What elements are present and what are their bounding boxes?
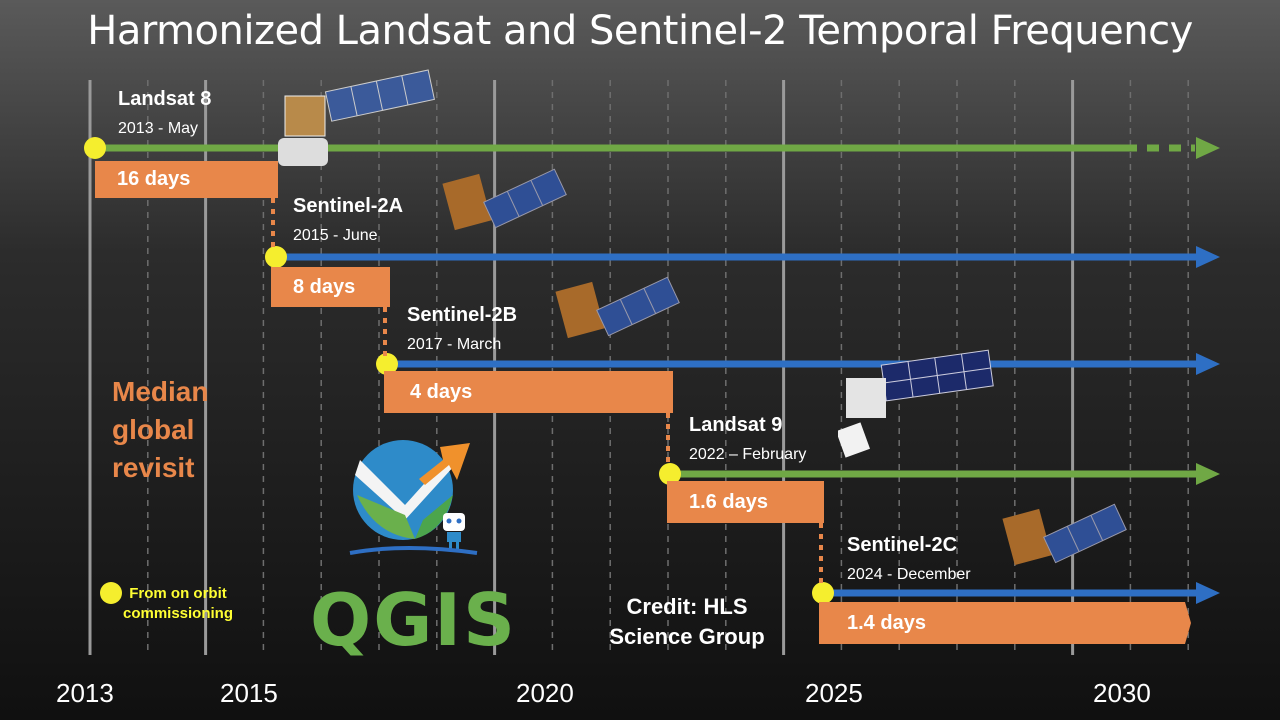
revisit-bar-landsat9: 1.6 days xyxy=(667,481,824,523)
median-label-line2: global xyxy=(112,414,195,445)
revisit-bar-landsat8: 16 days xyxy=(95,161,278,198)
timeline-landsat8-arrow xyxy=(1196,137,1220,159)
legend-line2: commissioning xyxy=(122,605,234,622)
revisit-bar-sentinel2b: 4 days xyxy=(384,371,673,413)
timeline-sentinel2a-start-dot xyxy=(265,246,287,268)
year-label-2013: 2013 xyxy=(56,678,114,708)
revisit-bar-sentinel2c: 1.4 days xyxy=(819,602,1191,644)
page-title: Harmonized Landsat and Sentinel-2 Tempor… xyxy=(87,8,1193,54)
timeline-sentinel2b-arrow xyxy=(1196,353,1220,375)
sentinel2a-name: Sentinel-2A xyxy=(293,195,404,217)
year-label-2030: 2030 xyxy=(1093,678,1151,708)
revisit-bar-sentinel2a: 8 days xyxy=(271,267,390,307)
year-label-2020: 2020 xyxy=(516,678,574,708)
sentinel2b-name: Sentinel-2B xyxy=(407,304,518,326)
timeline-sentinel2b-start-dot xyxy=(376,353,398,375)
qgis-wordmark: QGIS xyxy=(310,578,517,662)
timeline-sentinel2c-start-dot xyxy=(812,582,834,604)
median-label-line1: Median xyxy=(112,376,209,407)
timeline-landsat9-arrow xyxy=(1196,463,1220,485)
credit-line2: Science Group xyxy=(609,624,765,649)
landsat8-date: 2013 - May xyxy=(118,120,199,137)
timeline-landsat9-start-dot xyxy=(659,463,681,485)
landsat8-name: Landsat 8 xyxy=(118,88,212,110)
landsat9-date: 2022 – February xyxy=(689,446,807,463)
legend-label: From on orbit commissioning xyxy=(112,584,244,624)
legend-line1: From on orbit xyxy=(129,585,227,602)
sentinel2c-date: 2024 - December xyxy=(847,566,971,583)
landsat9-name: Landsat 9 xyxy=(689,414,783,436)
legend-dot xyxy=(100,582,122,604)
timeline-sentinel2a-arrow xyxy=(1196,246,1220,268)
sentinel2c-name: Sentinel-2C xyxy=(847,534,958,556)
credit-label: Credit: HLS Science Group xyxy=(592,592,782,652)
sentinel2b-date: 2017 - March xyxy=(407,336,502,353)
median-revisit-label: Median global revisit xyxy=(112,373,208,487)
timeline-landsat8-start-dot xyxy=(84,137,106,159)
timeline-sentinel2c-arrow xyxy=(1196,582,1220,604)
median-label-line3: revisit xyxy=(112,452,195,483)
sentinel2a-date: 2015 - June xyxy=(293,227,378,244)
qgis-logo xyxy=(345,435,480,560)
year-label-2015: 2015 xyxy=(220,678,278,708)
year-label-2025: 2025 xyxy=(805,678,863,708)
credit-line1: Credit: HLS xyxy=(626,594,748,619)
